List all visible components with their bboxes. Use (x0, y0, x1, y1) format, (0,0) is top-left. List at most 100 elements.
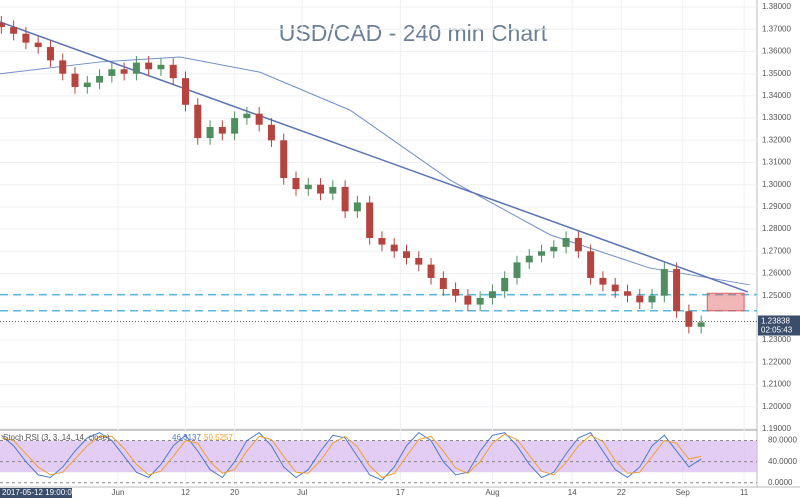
candle-body (34, 42, 42, 48)
y-tick-label: 1.37000 (762, 24, 791, 33)
x-tick-label: 17 (396, 488, 405, 497)
candle-body (660, 269, 668, 296)
candle-body (267, 124, 275, 141)
candle-body (280, 140, 288, 179)
x-tick-label: 12 (181, 488, 190, 497)
x-tick-label: 20 (230, 488, 239, 497)
candle-body (476, 297, 484, 305)
stoch-title: Stoch RSI (3, 3, 14, 14, close) (3, 433, 110, 442)
start-label: 2017-05-12 19:00:00 (2, 488, 77, 497)
last-price-box (758, 315, 800, 336)
candle-body (0, 22, 5, 28)
candle-body (329, 186, 337, 194)
y-tick-label: 1.35000 (762, 69, 791, 78)
candle-body (132, 62, 140, 74)
candle-body (623, 291, 631, 296)
x-tick-label: 22 (617, 488, 626, 497)
candle-body (169, 64, 177, 79)
y-tick-label: 1.27000 (762, 246, 791, 255)
x-tick-label: Jun (112, 488, 125, 497)
y-tick-label: 1.25000 (762, 291, 791, 300)
candle-body (427, 264, 435, 278)
candle-body (390, 244, 398, 252)
candle-body (685, 311, 693, 327)
candle-body (145, 62, 153, 70)
x-tick-label: Aug (485, 488, 499, 497)
y-tick-label: 1.26000 (762, 269, 791, 278)
candle-body (464, 295, 472, 305)
candle-body (83, 82, 91, 88)
candle-body (71, 73, 79, 88)
candle-body (673, 269, 681, 312)
candle-body (550, 246, 558, 252)
x-tick-label: Sep (676, 488, 691, 497)
y-tick-label: 1.20000 (762, 402, 791, 411)
stoch-line (1, 433, 702, 479)
last-price-label: 1.23838 (761, 317, 790, 326)
candle-body (452, 289, 460, 296)
candle-body (22, 33, 30, 43)
candle-body (108, 69, 116, 76)
candle-body (182, 78, 190, 105)
candle-body (513, 262, 521, 278)
candle-body (341, 186, 349, 212)
candle-body (366, 202, 374, 238)
y-tick-label: 1.34000 (762, 91, 791, 100)
y-tick-label: 1.30000 (762, 180, 791, 189)
candle-body (304, 184, 312, 190)
stoch-tick-label: 40.0000 (768, 457, 797, 466)
trendline (0, 21, 749, 293)
candle-body (46, 47, 54, 61)
stoch-tick-label: 0.0000 (768, 478, 793, 487)
candle-body (206, 126, 214, 139)
y-tick-label: 1.38000 (762, 2, 791, 11)
y-tick-label: 1.31000 (762, 158, 791, 167)
candle-body (231, 118, 239, 134)
candle-body (501, 277, 509, 292)
candle-body (648, 295, 656, 303)
candle-body (243, 113, 251, 119)
candle-body (697, 322, 705, 327)
candle-body (157, 64, 165, 70)
candle-body (96, 75, 104, 83)
candle-body (415, 257, 423, 265)
y-tick-label: 1.21000 (762, 380, 791, 389)
y-tick-label: 1.33000 (762, 113, 791, 122)
candle-body (317, 184, 325, 194)
candle-body (194, 104, 202, 139)
x-tick-label: 14 (568, 488, 577, 497)
stoch-readout: 46.3137 (172, 433, 201, 442)
candle-body (525, 255, 533, 263)
y-tick-label: 1.32000 (762, 135, 791, 144)
chart-title: USD/CAD - 240 min Chart (279, 20, 548, 46)
candle-body (59, 60, 67, 74)
stoch-line (1, 431, 702, 481)
y-tick-label: 1.28000 (762, 224, 791, 233)
stoch-tick-label: 80.0000 (768, 436, 797, 445)
candle-body (611, 284, 619, 292)
x-tick-label: 11 (740, 488, 749, 497)
candle-body (292, 178, 300, 190)
y-tick-label: 1.22000 (762, 357, 791, 366)
y-tick-label: 1.36000 (762, 47, 791, 56)
candle-body (562, 237, 570, 247)
start-label-box (0, 488, 72, 498)
candle-body (218, 126, 226, 134)
candle-body (378, 237, 386, 245)
stoch-band (0, 440, 757, 473)
candle-body (402, 251, 410, 258)
candle-body (538, 251, 546, 256)
countdown: 02:05:43 (761, 326, 793, 335)
candle-body (599, 277, 607, 285)
candle-body (120, 69, 128, 74)
candle-body (439, 277, 447, 290)
candle-body (488, 291, 496, 298)
y-tick-label: 1.29000 (762, 202, 791, 211)
zone (706, 292, 745, 312)
y-tick-label: 1.19000 (762, 424, 791, 433)
x-tick-label: Jul (297, 488, 307, 497)
candle-body (255, 113, 263, 125)
candle-body (587, 251, 595, 278)
moving-average (0, 56, 750, 286)
